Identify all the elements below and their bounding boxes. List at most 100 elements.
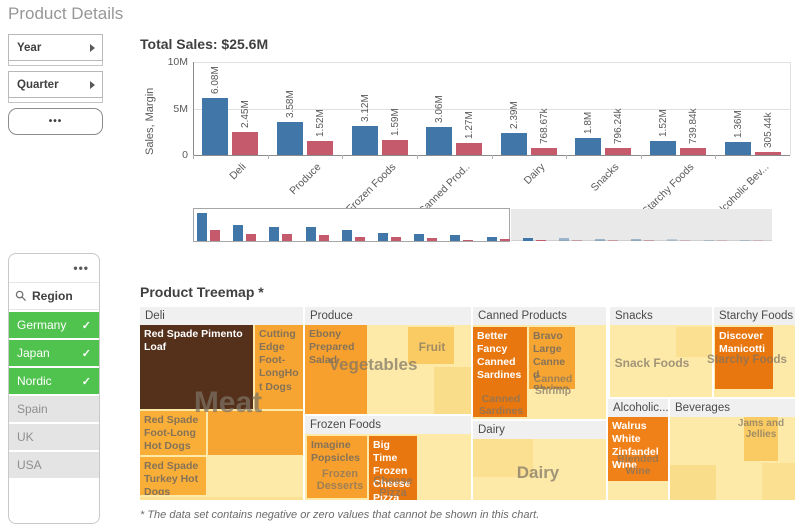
treemap-cell[interactable]: Big Time Frozen Cheese Pizza <box>369 436 417 500</box>
category-tick <box>342 155 344 159</box>
mini-bar-margin <box>427 237 438 241</box>
region-item-japan[interactable]: Japan ✓ <box>9 340 99 366</box>
treemap-section-header[interactable]: Frozen Foods <box>305 416 471 434</box>
category-tick <box>715 155 717 159</box>
treemap-cell[interactable] <box>208 411 303 455</box>
treemap-section-header[interactable]: Produce <box>305 307 471 325</box>
category-tick <box>267 155 269 159</box>
bar-margin[interactable] <box>456 143 483 155</box>
region-item-label: Japan <box>17 346 50 360</box>
treemap-cell-label: Walrus White Zinfandel Wine <box>612 420 659 472</box>
treemap-cell-label: Bravo Large Canned Shrimp <box>533 330 570 389</box>
treemap-cell[interactable]: Cutting Edge Foot-LongHot Dogs <box>255 325 303 409</box>
treemap-cell[interactable]: Ebony Prepared Salad <box>305 325 367 414</box>
filter-year-label: Year <box>17 41 42 54</box>
region-item-uk[interactable]: UK <box>9 424 99 450</box>
region-menu-button[interactable]: ••• <box>73 261 89 275</box>
bar-sales[interactable] <box>426 126 453 155</box>
filter-quarter-button[interactable]: Quarter <box>8 71 103 98</box>
treemap-cell[interactable]: Imagine Popsicles <box>307 436 367 498</box>
plot-right-border <box>790 62 791 155</box>
search-icon[interactable] <box>15 290 27 302</box>
mini-bar-sales <box>269 226 280 241</box>
bar-margin[interactable] <box>381 140 408 155</box>
treemap-filler-cells <box>434 367 471 414</box>
bar-margin[interactable] <box>530 147 557 155</box>
chart-overview-scroll[interactable] <box>193 208 772 242</box>
bar-sales[interactable] <box>650 140 677 155</box>
region-item-nordic[interactable]: Nordic ✓ <box>9 368 99 394</box>
check-icon: ✓ <box>81 319 91 332</box>
bar-value-label: 1.36M <box>732 110 744 139</box>
treemap-cell[interactable] <box>140 497 303 500</box>
mini-bar-margin <box>318 235 329 241</box>
treemap-section-header[interactable]: Starchy Foods <box>714 307 795 325</box>
bar-value-label: 1.27M <box>464 111 476 140</box>
check-icon: ✓ <box>81 347 91 360</box>
region-item-germany[interactable]: Germany ✓ <box>9 312 99 338</box>
treemap-cell-label: Ebony Prepared Salad <box>309 328 355 367</box>
gridline <box>193 62 790 63</box>
treemap-cell[interactable]: Red Spade Pimento Loaf <box>140 325 253 409</box>
region-search-row[interactable]: Region <box>9 282 99 310</box>
bar-sales[interactable] <box>202 98 229 155</box>
bar-value-label: 2.39M <box>508 100 520 129</box>
filter-year-button[interactable]: Year <box>8 34 103 61</box>
more-filters-button[interactable]: ••• <box>8 108 103 135</box>
treemap-cell-label: Better Fancy Canned Sardines <box>477 330 522 382</box>
region-items: Germany ✓ Japan ✓ Nordic ✓ Spain UK USA <box>9 310 99 478</box>
treemap-cell[interactable]: Discover Manicotti <box>715 327 773 389</box>
region-item-usa[interactable]: USA <box>9 452 99 478</box>
mini-bar-margin <box>282 233 293 241</box>
treemap-section-header[interactable]: Alcoholic... <box>608 399 668 417</box>
mini-bar-sales <box>197 213 207 241</box>
bar-value-label: 768.67k <box>538 108 550 144</box>
bar-margin[interactable] <box>605 147 632 155</box>
treemap-cell-label: Red Spade Turkey Hot Dogs <box>144 460 199 495</box>
mini-bar-margin <box>571 239 582 241</box>
treemap-cell[interactable] <box>744 417 778 461</box>
bar-margin[interactable] <box>680 148 707 155</box>
mini-bar-margin <box>608 240 619 241</box>
treemap-section-header[interactable]: Snacks <box>610 307 712 325</box>
bar-sales[interactable] <box>575 138 602 155</box>
treemap-cell[interactable]: Bravo Large Canned Shrimp <box>529 327 575 389</box>
treemap-cell[interactable]: Red Spade Foot-Long Hot Dogs <box>140 411 206 455</box>
treemap-filler-cells <box>372 367 432 414</box>
bar-margin[interactable] <box>306 140 333 155</box>
treemap-cell-label: Cutting Edge Foot-LongHot Dogs <box>259 328 299 393</box>
treemap-cell[interactable]: Red Spade Turkey Hot Dogs <box>140 457 206 495</box>
mini-bar-sales <box>595 238 606 241</box>
mini-bar-margin <box>535 239 546 241</box>
bar-sales[interactable] <box>724 142 751 155</box>
bar-value-label: 1.8M <box>583 112 595 135</box>
treemap-section-header[interactable]: Beverages <box>670 399 795 417</box>
bar-margin[interactable] <box>754 152 781 155</box>
treemap-cell[interactable]: Better Fancy Canned Sardines <box>473 327 527 417</box>
treemap-cell[interactable]: Walrus White Zinfandel Wine <box>608 417 668 481</box>
bar-value-label: 2.45M <box>240 100 252 129</box>
treemap-title: Product Treemap * <box>140 284 264 300</box>
gridline <box>193 108 790 110</box>
chevron-right-icon <box>90 43 95 52</box>
category-tick <box>566 155 568 159</box>
region-item-spain[interactable]: Spain <box>9 396 99 422</box>
treemap-cell[interactable] <box>408 327 454 364</box>
treemap-cell-label: Discover Manicotti <box>719 330 766 356</box>
mini-bar-sales <box>305 226 316 241</box>
bar-value-label: 796.24k <box>613 108 625 144</box>
treemap-section-header[interactable]: Canned Products <box>473 307 606 325</box>
bar-sales[interactable] <box>351 125 378 155</box>
treemap-section-header[interactable]: Deli <box>140 307 303 325</box>
region-item-label: Germany <box>17 318 67 332</box>
check-icon: ✓ <box>81 375 91 388</box>
bar-margin[interactable] <box>232 132 259 155</box>
bar-sales[interactable] <box>500 132 527 155</box>
treemap-footnote: * The data set contains negative or zero… <box>140 509 540 521</box>
treemap-filler-cells <box>676 327 712 357</box>
overview-out-of-view <box>511 209 772 241</box>
treemap-section-header[interactable]: Dairy <box>473 421 606 439</box>
bar-sales[interactable] <box>276 121 303 155</box>
mini-bar-margin <box>390 237 401 241</box>
